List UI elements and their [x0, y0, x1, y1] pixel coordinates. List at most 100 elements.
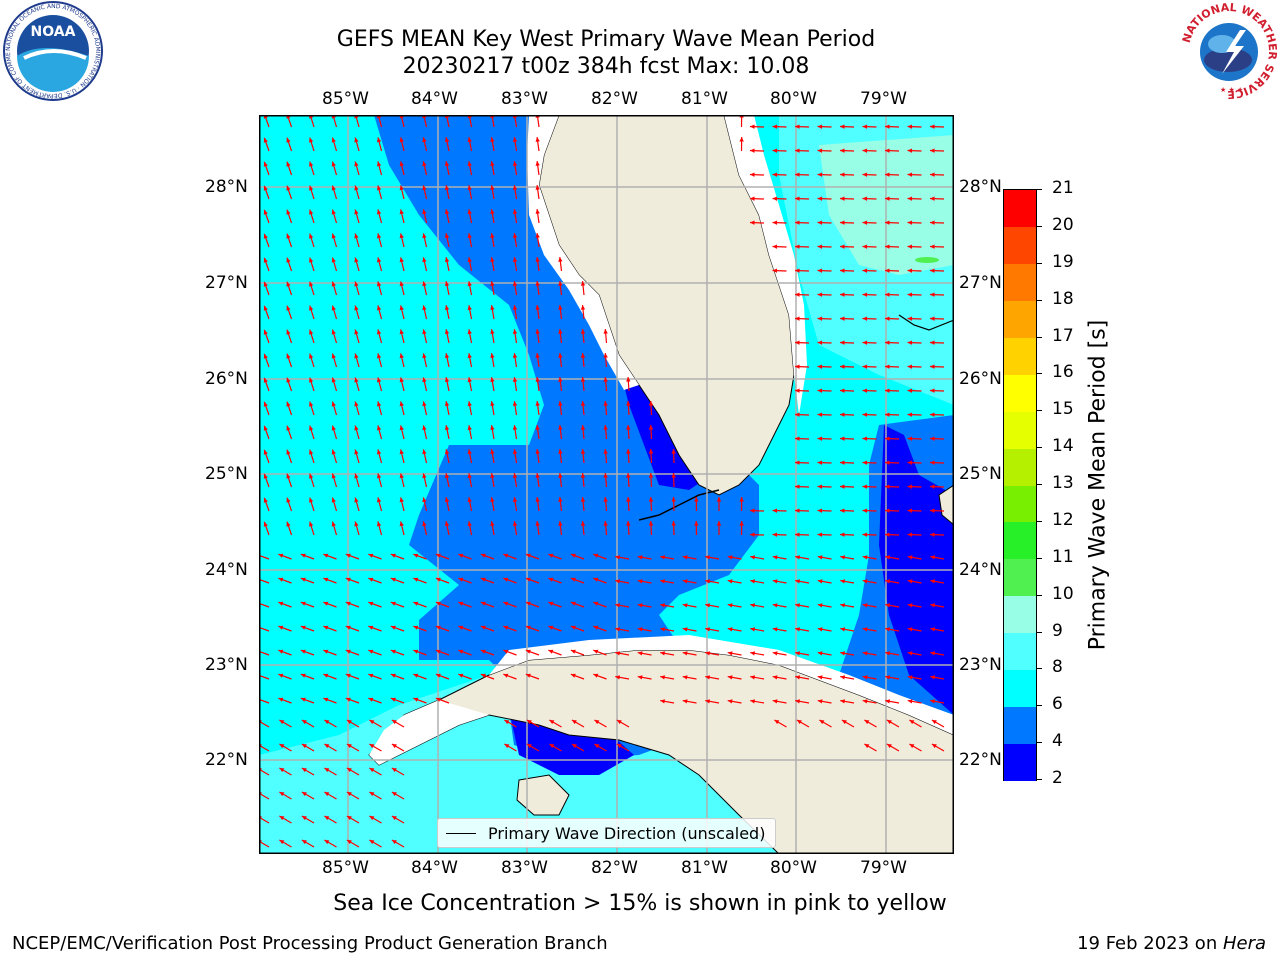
- wave-arrow-head: [840, 412, 845, 417]
- wave-arrow-head: [309, 521, 314, 527]
- wave-arrow-head: [286, 521, 291, 527]
- wave-arrow-head: [512, 449, 518, 454]
- wave-arrow-head: [660, 627, 666, 632]
- wave-arrow-head: [309, 185, 314, 191]
- wave-arrow-head: [862, 508, 868, 513]
- colorbar-segment: [1004, 632, 1036, 670]
- wave-arrow-head: [535, 281, 540, 286]
- wave-arrow-head: [930, 460, 935, 465]
- wave-arrow-head: [626, 497, 631, 502]
- wave-arrow-head: [907, 555, 913, 560]
- wave-arrow-head: [817, 532, 823, 537]
- wave-arrow-head: [263, 209, 268, 215]
- wave-arrow: [259, 626, 270, 632]
- lon-label-bottom: 84°W: [411, 858, 458, 878]
- wave-arrow-head: [309, 161, 314, 167]
- wave-arrow-head: [399, 425, 404, 431]
- wave-arrow-head: [885, 699, 891, 704]
- wave-arrow-head: [324, 816, 330, 821]
- chart-subtitle: 20230217 t00z 384h fcst Max: 10.08: [402, 54, 810, 79]
- wave-arrow-head: [324, 720, 330, 725]
- wave-arrow-head: [503, 601, 509, 606]
- wave-arrow-head: [796, 720, 802, 725]
- wave-arrow-head: [795, 148, 800, 153]
- wave-arrow-head: [422, 209, 427, 215]
- wave-arrow-head: [885, 508, 890, 513]
- wave-arrow-head: [354, 497, 359, 503]
- wave-arrow-head: [512, 353, 518, 358]
- wave-arrow-head: [376, 209, 382, 215]
- wave-arrow-head: [570, 673, 576, 678]
- wave-arrow-head: [907, 532, 913, 537]
- wave-arrow-head: [817, 627, 823, 632]
- wave-arrow-head: [458, 601, 464, 606]
- isla-juventud-land: [516, 774, 570, 816]
- wave-arrow-head: [930, 244, 935, 249]
- colorbar-tick-label: 16: [1052, 362, 1074, 383]
- wave-arrow-head: [885, 555, 891, 560]
- wave-arrow-head: [279, 816, 285, 821]
- wave-arrow-head: [817, 675, 823, 680]
- wave-arrow-head: [369, 816, 375, 821]
- colorbar-tick: [1036, 447, 1042, 449]
- wave-arrow-head: [422, 257, 427, 263]
- wave-arrow-head: [727, 675, 733, 680]
- wave-arrow-head: [727, 651, 733, 656]
- wave-arrow-head: [331, 473, 336, 479]
- wave-arrow-head: [512, 425, 518, 430]
- wave-arrow-head: [376, 185, 382, 191]
- wave-arrow-head: [422, 497, 427, 503]
- wave-arrow-head: [444, 329, 450, 335]
- wave-arrow-head: [885, 292, 890, 297]
- wave-arrow-head: [862, 532, 868, 537]
- wave-arrow-head: [862, 340, 868, 345]
- wave-arrow-head: [817, 316, 823, 321]
- wave-arrow-head: [376, 305, 382, 311]
- lat-label-right: 25°N: [959, 464, 1002, 484]
- wave-arrow-head: [841, 720, 847, 725]
- wave-arrow-head: [907, 220, 913, 225]
- wave-arrow-head: [368, 577, 374, 582]
- wave-arrow: [259, 840, 270, 848]
- footer-machine: Hera: [1222, 933, 1266, 954]
- wave-arrow-head: [535, 401, 540, 406]
- wave-arrow-head: [795, 412, 800, 417]
- wave-arrow-head: [399, 473, 404, 479]
- wave-arrow-head: [525, 601, 531, 606]
- lat-label-right: 28°N: [959, 177, 1002, 197]
- wave-arrow-head: [399, 161, 404, 167]
- wave-arrow-head: [263, 281, 268, 287]
- wave-arrow-head: [444, 233, 450, 239]
- colorbar-segment: [1004, 669, 1036, 707]
- wave-arrow-head: [648, 449, 654, 454]
- wave-arrow-head: [603, 353, 608, 358]
- wave-arrow-head: [739, 137, 744, 142]
- wave-arrow-head: [615, 675, 621, 680]
- wave-arrow-head: [727, 699, 733, 704]
- wave-arrow-head: [399, 233, 404, 239]
- wave-arrow-head: [300, 625, 306, 630]
- wave-arrow-head: [840, 699, 846, 704]
- wave-arrow-head: [795, 579, 801, 584]
- wave-arrow-head: [930, 484, 935, 489]
- wave-arrow-head: [795, 268, 800, 273]
- wave-arrow-head: [648, 401, 654, 406]
- wave-arrow: [259, 720, 270, 728]
- wave-arrow-head: [331, 209, 336, 215]
- wave-arrow-head: [862, 699, 868, 704]
- wave-period-map: [259, 115, 954, 854]
- wave-arrow-head: [490, 257, 495, 263]
- wave-arrow-head: [467, 305, 472, 311]
- wave-arrow-head: [480, 649, 486, 654]
- wave-arrow-head: [593, 673, 599, 678]
- colorbar-tick: [1036, 742, 1042, 744]
- colorbar-tick-label: 10: [1052, 583, 1074, 604]
- wave-arrow: [259, 768, 270, 776]
- lon-label-bottom: 82°W: [591, 858, 638, 878]
- wave-arrow-head: [558, 257, 563, 262]
- wave-arrow-head: [535, 497, 540, 502]
- wave-arrow-head: [435, 649, 441, 654]
- wave-arrow-head: [323, 553, 329, 558]
- wave-arrow-head: [301, 816, 307, 821]
- wave-arrow-head: [772, 508, 778, 513]
